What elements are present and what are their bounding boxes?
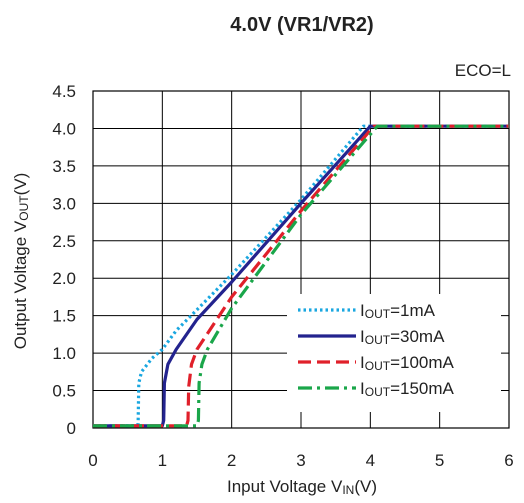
plot-frame (92, 90, 510, 429)
legend-entry: IOUT=30mA (360, 327, 445, 347)
x-tick-label: 1 (158, 451, 167, 470)
y-tick-label: 2.0 (52, 269, 76, 288)
x-tick-label: 4 (366, 451, 375, 470)
legend-entry: IOUT=100mA (360, 353, 455, 373)
series-group (93, 124, 509, 428)
x-tick-label: 2 (227, 451, 236, 470)
legend-box (287, 294, 501, 412)
series-line (93, 124, 509, 428)
x-axis-label: Input Voltage VIN(V) (227, 477, 377, 497)
y-axis-label: Output Voltage VOUT(V) (11, 173, 31, 350)
y-tick-label: 2.5 (52, 232, 76, 251)
y-tick-label: 3.0 (52, 194, 76, 213)
y-tick-label: 0 (67, 419, 76, 438)
chart-title: 4.0V (VR1/VR2) (230, 14, 373, 36)
y-tick-label: 4.0 (52, 119, 76, 138)
x-tick-label: 6 (504, 451, 513, 470)
x-tick-label: 3 (296, 451, 305, 470)
y-tick-label: 0.5 (52, 382, 76, 401)
y-tick-label: 4.5 (52, 82, 76, 101)
y-tick-label: 3.5 (52, 157, 76, 176)
legend: IOUT=1mA IOUT=30mA IOUT=100mA IOUT=150mA (287, 294, 501, 412)
x-tick-label: 0 (88, 451, 97, 470)
y-tick-label: 1.0 (52, 344, 76, 363)
x-tick-label: 5 (435, 451, 444, 470)
condition-label: ECO=L (455, 61, 511, 80)
tick-labels: 0 1 2 3 4 5 6 0 0.5 1.0 1.5 2.0 2.5 3.0 3.5 4.0 4.5 (52, 82, 513, 470)
series-line (93, 124, 509, 428)
legend-entry: IOUT=150mA (360, 379, 455, 399)
series-line (93, 124, 509, 428)
y-tick-label: 1.5 (52, 307, 76, 326)
legend-entry: IOUT=1mA (360, 301, 436, 321)
